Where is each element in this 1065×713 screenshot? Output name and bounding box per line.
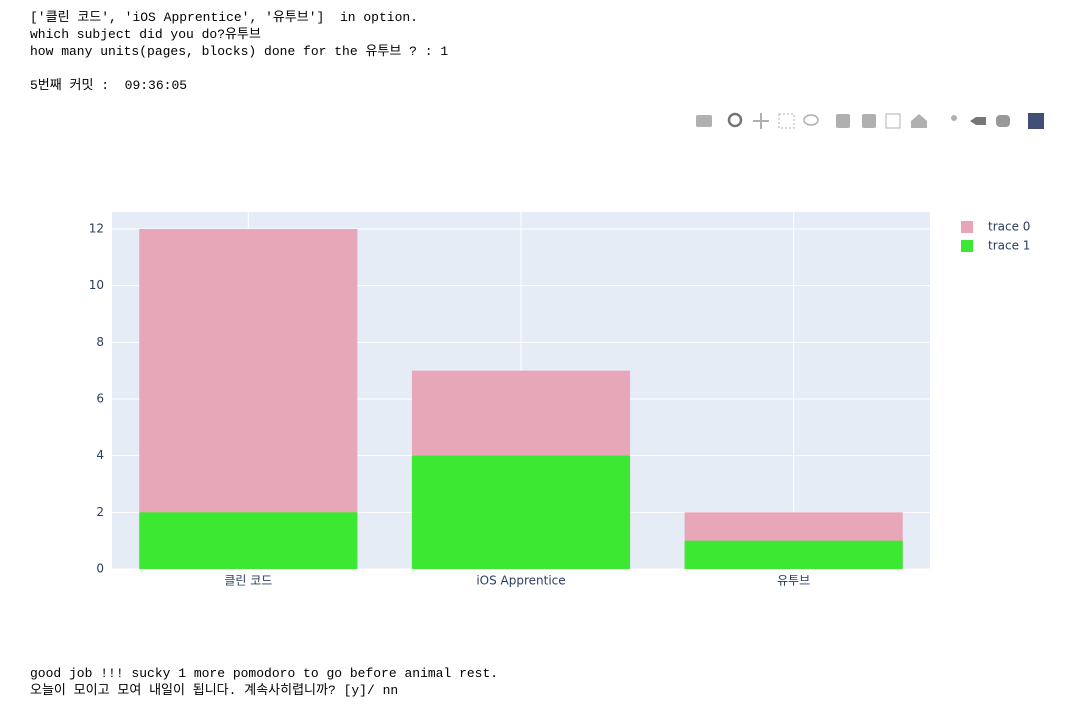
x-tick-label: 유투브 [777, 574, 810, 588]
hover-compare-icon[interactable] [996, 115, 1010, 127]
console-line: 5번째 커밋 : 09:36:05 [30, 78, 188, 93]
console-line: good job !!! sucky 1 more pomodoro to go… [30, 666, 499, 681]
hover-closest-icon[interactable] [970, 117, 986, 125]
console-line: ['클린 코드', 'iOS Apprentice', '유투브'] in op… [30, 10, 418, 25]
y-tick-label: 0 [96, 562, 104, 576]
y-tick-label: 12 [89, 222, 104, 236]
spike-icon[interactable] [951, 115, 957, 121]
legend-swatch [961, 240, 973, 252]
y-tick-label: 6 [96, 392, 104, 406]
home-icon[interactable] [911, 114, 927, 128]
lasso-icon[interactable] [803, 114, 819, 126]
bar [411, 455, 631, 569]
pan-icon[interactable] [753, 113, 769, 129]
console-line: which subject did you do?유투브 [30, 27, 261, 42]
plotly-logo[interactable] [1028, 113, 1044, 129]
legend-label: trace 0 [988, 220, 1030, 234]
zoom-out-icon[interactable] [862, 114, 876, 128]
legend-label: trace 1 [988, 239, 1030, 253]
console-line: how many units(pages, blocks) done for t… [30, 44, 449, 59]
y-tick-label: 4 [96, 448, 104, 462]
select-icon[interactable] [778, 113, 795, 129]
console-output: ['클린 코드', 'iOS Apprentice', '유투브'] in op… [30, 9, 448, 94]
console-line: 오늘이 모이고 모여 내일이 됩니다. 계속사히렵니까? [y]/ nn [30, 683, 399, 698]
zoom-icon[interactable] [727, 112, 743, 128]
x-tick-label: 클린 코드 [224, 574, 272, 588]
y-tick-label: 2 [96, 505, 104, 519]
modebar [696, 112, 1044, 129]
console-output: good job !!! sucky 1 more pomodoro to go… [30, 665, 498, 699]
camera-icon[interactable] [696, 115, 712, 127]
y-tick-label: 10 [89, 278, 104, 292]
x-tick-label: iOS Apprentice [476, 574, 565, 588]
y-tick-label: 8 [96, 335, 104, 349]
autoscale-icon[interactable] [885, 113, 901, 129]
legend-swatch [961, 221, 973, 233]
bar [139, 512, 358, 569]
zoom-in-icon[interactable] [836, 114, 850, 128]
bar [684, 540, 903, 569]
